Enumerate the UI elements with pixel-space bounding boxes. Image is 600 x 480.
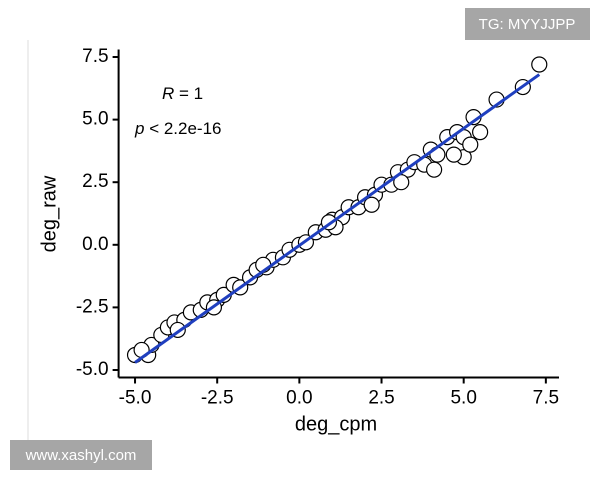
y-tick-label: -5.0 <box>76 359 109 380</box>
point <box>426 161 443 178</box>
watermark-box <box>465 8 590 40</box>
x-tick-label: -5.0 <box>119 388 152 409</box>
x-tick-label: -2.5 <box>201 388 234 409</box>
x-tick-label: 0.0 <box>286 388 312 409</box>
point <box>472 124 489 141</box>
annotation-text: < 2.2e-16 <box>144 119 221 138</box>
annotation-text: = 1 <box>174 84 203 103</box>
annotation-symbol: p <box>134 119 144 138</box>
point <box>363 196 380 213</box>
y-tick-label: 5.0 <box>82 109 108 130</box>
fit-line <box>134 73 541 364</box>
y-tick-label: 7.5 <box>82 46 108 67</box>
watermark-box <box>10 440 152 470</box>
point <box>462 136 479 153</box>
annotation-symbol: R <box>162 84 174 103</box>
y-tick-label: 0.0 <box>82 234 108 255</box>
point <box>393 174 410 191</box>
annotation: p < 2.2e-16 <box>134 119 222 138</box>
x-tick-label: 2.5 <box>368 388 394 409</box>
x-tick-label: 7.5 <box>533 388 559 409</box>
x-axis-label: deg_cpm <box>295 413 377 435</box>
point <box>531 56 548 73</box>
annotation: R = 1 <box>162 84 203 103</box>
y-tick-label: -2.5 <box>76 296 109 317</box>
x-tick-label: 5.0 <box>450 388 476 409</box>
watermark: TG: MYYJJPP <box>479 16 576 33</box>
point <box>445 146 462 163</box>
y-axis-label: deg_raw <box>38 175 60 252</box>
y-tick-label: 2.5 <box>82 171 108 192</box>
watermark: www.xashyl.com <box>25 447 137 464</box>
